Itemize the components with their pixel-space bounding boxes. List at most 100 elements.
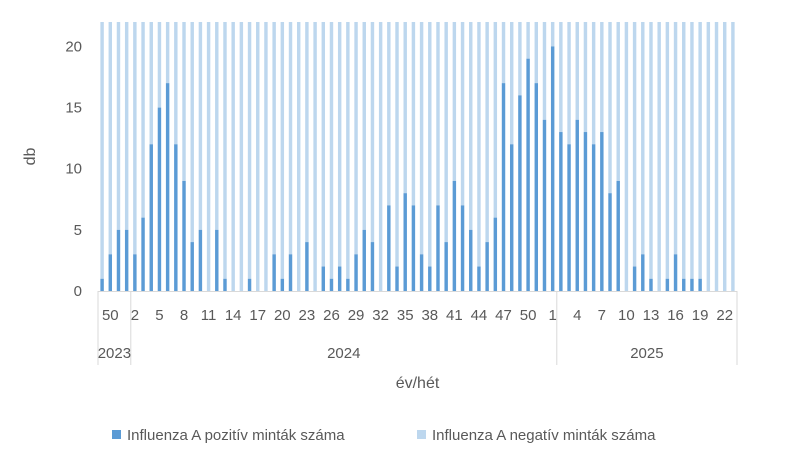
bar-negative: [460, 22, 465, 206]
bar-positive: [182, 180, 186, 291]
bar-positive: [362, 229, 366, 291]
bar-negative: [583, 22, 588, 133]
bar-positive: [591, 144, 596, 291]
bar-positive: [493, 217, 498, 291]
bar-positive: [600, 132, 604, 291]
bar-positive: [698, 278, 702, 291]
bar-negative: [714, 22, 719, 291]
bar-positive: [649, 278, 653, 291]
bar-negative: [198, 22, 203, 230]
bar-negative: [452, 22, 457, 181]
bar-negative: [149, 22, 153, 145]
x-tick-label: 4: [573, 307, 581, 324]
bar-negative: [632, 22, 637, 267]
bar-negative: [223, 22, 227, 279]
bar-negative: [493, 22, 498, 218]
bar-negative: [706, 22, 711, 291]
bar-positive: [575, 119, 579, 292]
bar-negative: [370, 22, 375, 243]
bar-positive: [395, 266, 399, 291]
bar-negative: [305, 22, 309, 243]
bar-negative: [378, 22, 383, 291]
bar-positive: [141, 217, 145, 291]
bar-negative: [698, 22, 702, 279]
bar-positive: [428, 266, 432, 291]
y-tick-label: 5: [74, 222, 82, 239]
bar-positive: [174, 144, 178, 291]
bar-positive: [247, 278, 252, 291]
bar-positive: [542, 119, 547, 292]
bar-negative: [518, 22, 522, 96]
x-tick-label: 22: [716, 307, 733, 324]
bar-negative: [673, 22, 678, 255]
bar-negative: [141, 22, 145, 218]
x-tick-label: 10: [618, 307, 635, 324]
bars: [100, 22, 735, 292]
legend-swatch-negative: [417, 430, 426, 439]
bar-negative: [477, 22, 481, 267]
bar-positive: [337, 266, 342, 291]
bar-negative: [608, 22, 612, 194]
bar-negative: [501, 22, 506, 84]
bar-positive: [165, 83, 170, 292]
x-tick-label: 13: [643, 307, 660, 324]
bar-positive: [157, 107, 162, 291]
bar-negative: [731, 22, 735, 291]
bar-negative: [288, 22, 293, 255]
x-tick-label: 16: [667, 307, 684, 324]
bar-positive: [133, 254, 137, 291]
bar-positive: [665, 278, 670, 291]
bar-negative: [542, 22, 547, 120]
bar-positive: [100, 278, 104, 291]
bar-positive: [469, 229, 473, 291]
bar-positive: [632, 266, 637, 291]
bar-positive: [419, 254, 424, 291]
bar-positive: [501, 83, 506, 292]
bar-negative: [403, 22, 407, 194]
bar-positive: [583, 132, 588, 291]
bar-positive: [559, 132, 563, 291]
bar-negative: [165, 22, 170, 84]
bar-negative: [485, 22, 489, 243]
x-tick-label: 41: [446, 307, 463, 324]
bar-positive: [452, 180, 457, 291]
bar-negative: [100, 22, 104, 279]
legend-label-positive: Influenza A pozitív minták száma: [127, 427, 345, 444]
bar-negative: [247, 22, 252, 279]
bar-negative: [641, 22, 645, 255]
bar-positive: [485, 242, 489, 291]
bar-negative: [296, 22, 301, 291]
bar-positive: [444, 242, 448, 291]
bar-negative: [239, 22, 244, 291]
bar-positive: [567, 144, 571, 291]
x-tick-label: 20: [274, 307, 291, 324]
bar-negative: [616, 22, 620, 181]
bar-positive: [124, 229, 129, 291]
bar-positive: [280, 278, 285, 291]
x-tick-label: 8: [180, 307, 188, 324]
bar-negative: [657, 22, 661, 291]
bar-negative: [264, 22, 268, 291]
bar-negative: [280, 22, 285, 279]
legend: Influenza A pozitív minták száma Influen…: [112, 427, 656, 444]
x-axis-title: év/hét: [396, 375, 440, 392]
bar-positive: [149, 144, 153, 291]
bar-negative: [215, 22, 219, 230]
bar-positive: [321, 266, 326, 291]
bar-positive: [436, 205, 440, 291]
bar-negative: [722, 22, 727, 291]
x-tick-label: 7: [598, 307, 606, 324]
year-label: 2024: [327, 345, 360, 362]
x-tick-label: 44: [471, 307, 488, 324]
bar-positive: [682, 278, 686, 291]
bar-positive: [550, 46, 555, 291]
bar-positive: [616, 180, 620, 291]
bar-positive: [509, 144, 514, 291]
bar-negative: [444, 22, 448, 243]
bar-negative: [591, 22, 596, 145]
legend-swatch-positive: [112, 430, 121, 439]
bar-positive: [641, 254, 645, 291]
bar-positive: [215, 229, 219, 291]
x-tick-label: 47: [495, 307, 512, 324]
y-tick-label: 0: [74, 283, 82, 300]
